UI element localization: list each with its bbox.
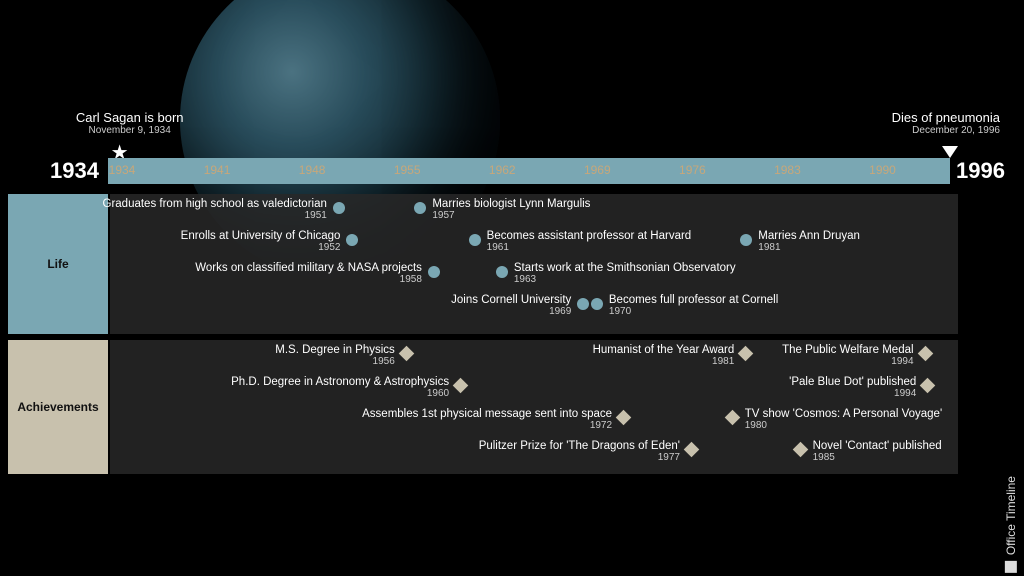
- event-year: 1951: [0, 210, 327, 221]
- event-year: 1980: [745, 420, 1024, 431]
- triangle-down-icon: [942, 146, 958, 158]
- event-title: Works on classified military & NASA proj…: [22, 262, 422, 274]
- axis-tick: 1990: [869, 163, 896, 177]
- axis-tick: 1969: [584, 163, 611, 177]
- event: TV show 'Cosmos: A Personal Voyage'1980: [745, 408, 1024, 431]
- event: Works on classified military & NASA proj…: [22, 262, 422, 285]
- event: Graduates from high school as valedictor…: [0, 198, 327, 221]
- event-title: Marries biologist Lynn Margulis: [432, 198, 832, 210]
- event: Enrolls at University of Chicago1952: [0, 230, 340, 253]
- event-title: Enrolls at University of Chicago: [0, 230, 340, 242]
- event-marker-circle-icon: [428, 266, 440, 278]
- event-title: The Public Welfare Medal: [514, 344, 914, 356]
- axis-tick: 1934: [109, 163, 136, 177]
- event-year: 1985: [813, 452, 1024, 463]
- event-marker-circle-icon: [496, 266, 508, 278]
- event-year: 1963: [514, 274, 914, 285]
- event: Ph.D. Degree in Astronomy & Astrophysics…: [49, 376, 449, 399]
- event: Starts work at the Smithsonian Observato…: [514, 262, 914, 285]
- event: Novel 'Contact' published1985: [813, 440, 1024, 463]
- event-year: 1994: [516, 388, 916, 399]
- event-year: 1958: [22, 274, 422, 285]
- event: Assembles 1st physical message sent into…: [212, 408, 612, 431]
- event-year: 1970: [609, 306, 1009, 317]
- event-title: Marries Ann Druyan: [758, 230, 1024, 242]
- axis-tick: 1976: [679, 163, 706, 177]
- event-title: TV show 'Cosmos: A Personal Voyage': [745, 408, 1024, 420]
- event-title: Pulitzer Prize for 'The Dragons of Eden': [280, 440, 680, 452]
- axis-tick: 1983: [774, 163, 801, 177]
- event-year: 1957: [432, 210, 832, 221]
- event: 'Pale Blue Dot' published1994: [516, 376, 916, 399]
- end-year-label: 1996: [956, 158, 1005, 184]
- event-title: Becomes full professor at Cornell: [609, 294, 1009, 306]
- event-marker-circle-icon: [469, 234, 481, 246]
- event-title: Ph.D. Degree in Astronomy & Astrophysics: [49, 376, 449, 388]
- event-year: 1952: [0, 242, 340, 253]
- office-timeline-logo-icon: [1005, 561, 1017, 573]
- birth-date: November 9, 1934: [50, 125, 210, 136]
- event-year: 1981: [758, 242, 1024, 253]
- axis-tick: 1955: [394, 163, 421, 177]
- timeline-axis: 1934 1941 1948 1955 1962 1969 1976 1983 1990: [108, 158, 950, 184]
- event: Joins Cornell University1969: [171, 294, 571, 317]
- event-year: 1977: [280, 452, 680, 463]
- birth-title: Carl Sagan is born: [50, 110, 210, 125]
- event-marker-circle-icon: [591, 298, 603, 310]
- event-title: Starts work at the Smithsonian Observato…: [514, 262, 914, 274]
- attribution: Made with Office Timeline: [1004, 476, 1018, 576]
- event: Becomes full professor at Cornell1970: [609, 294, 1009, 317]
- event-marker-circle-icon: [333, 202, 345, 214]
- event-year: 1960: [49, 388, 449, 399]
- birth-caption: Carl Sagan is born November 9, 1934: [50, 110, 210, 136]
- event: Marries biologist Lynn Margulis1957: [432, 198, 832, 221]
- event-year: 1972: [212, 420, 612, 431]
- death-caption: Dies of pneumonia December 20, 1996: [840, 110, 1000, 136]
- death-date: December 20, 1996: [840, 125, 1000, 136]
- axis-tick: 1941: [204, 163, 231, 177]
- axis-tick: 1962: [489, 163, 516, 177]
- event-title: 'Pale Blue Dot' published: [516, 376, 916, 388]
- event-title: Novel 'Contact' published: [813, 440, 1024, 452]
- event: Pulitzer Prize for 'The Dragons of Eden'…: [280, 440, 680, 463]
- start-year-label: 1934: [50, 158, 99, 184]
- attribution-product: Office Timeline: [1004, 476, 1018, 555]
- timeline-container: Carl Sagan is born November 9, 1934 ★ Di…: [0, 0, 1024, 576]
- event-title: Joins Cornell University: [171, 294, 571, 306]
- event: Marries Ann Druyan1981: [758, 230, 1024, 253]
- event-year: 1994: [514, 356, 914, 367]
- event-year: 1969: [171, 306, 571, 317]
- event-title: Graduates from high school as valedictor…: [0, 198, 327, 210]
- death-title: Dies of pneumonia: [840, 110, 1000, 125]
- event-title: Assembles 1st physical message sent into…: [212, 408, 612, 420]
- axis-tick: 1948: [299, 163, 326, 177]
- event: The Public Welfare Medal1994: [514, 344, 914, 367]
